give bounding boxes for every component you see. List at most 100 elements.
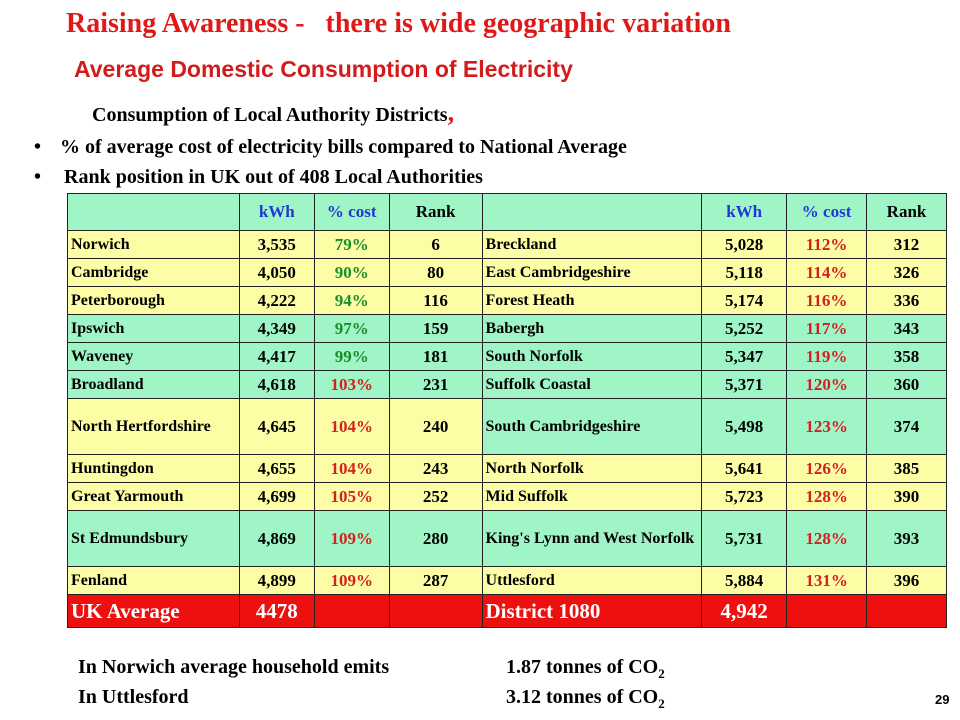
district-name: Suffolk Coastal [481,370,703,399]
bullet-item: • % of average cost of electricity bills … [34,136,627,159]
table-row: Cambridge 4,050 90% 80 East Cambridgeshi… [67,258,947,287]
header-blank [481,193,703,231]
rank-value: 181 [388,342,483,371]
kwh-value: 5,723 [701,482,788,511]
cost-value: 120% [786,370,868,399]
empty-cell [866,594,947,628]
header-rank: Rank [866,193,947,231]
cost-value: 114% [786,258,868,287]
cost-value: 117% [786,314,868,343]
district-name: Uttlesford [481,566,703,595]
average-row: UK Average 4478 District 1080 4,942 [67,594,947,628]
district-name: Waveney [67,342,240,371]
kwh-value: 4,899 [238,566,315,595]
cost-value: 109% [313,566,390,595]
uk-average-value: 4478 [238,594,315,628]
rank-value: 312 [866,230,947,259]
kwh-value: 4,349 [238,314,315,343]
intro-comma: , [447,98,455,127]
note-value: 3.12 tonnes of CO2 [506,686,665,712]
kwh-value: 4,050 [238,258,315,287]
rank-value: 287 [388,566,483,595]
kwh-value: 5,028 [701,230,788,259]
cost-value: 79% [313,230,390,259]
rank-value: 252 [388,482,483,511]
cost-value: 90% [313,258,390,287]
kwh-value: 4,417 [238,342,315,371]
district-name: Breckland [481,230,703,259]
kwh-value: 5,347 [701,342,788,371]
bullet-text: Rank position in UK out of 408 Local Aut… [64,166,483,188]
kwh-value: 5,118 [701,258,788,287]
district-name: Babergh [481,314,703,343]
district-name: North Hertfordshire [67,398,240,455]
kwh-value: 5,641 [701,454,788,483]
rank-value: 343 [866,314,947,343]
table-row: Broadland 4,618 103% 231 Suffolk Coastal… [67,370,947,399]
cost-value: 105% [313,482,390,511]
header-kwh: kWh [238,193,315,231]
cost-value: 94% [313,286,390,315]
rank-value: 280 [388,510,483,567]
kwh-value: 5,252 [701,314,788,343]
cost-value: 126% [786,454,868,483]
header-cost: % cost [313,193,390,231]
kwh-value: 5,498 [701,398,788,455]
intro-text: Consumption of Local Authority Districts… [92,98,454,128]
bullet-dot-icon: • [34,166,42,188]
cost-value: 131% [786,566,868,595]
district-name: St Edmundsbury [67,510,240,567]
empty-cell [786,594,868,628]
note-value-text: 1.87 tonnes of CO [506,656,659,678]
note-subscript: 2 [658,666,665,681]
rank-value: 336 [866,286,947,315]
table-row: Huntingdon 4,655 104% 243 North Norfolk … [67,454,947,483]
empty-cell [313,594,390,628]
bullet-text: % of average cost of electricity bills c… [60,136,627,158]
slide-subtitle: Average Domestic Consumption of Electric… [74,56,573,82]
district-name: Great Yarmouth [67,482,240,511]
district-average-value: 4,942 [701,594,788,628]
table-row: Great Yarmouth 4,699 105% 252 Mid Suffol… [67,482,947,511]
cost-value: 99% [313,342,390,371]
kwh-value: 4,655 [238,454,315,483]
district-name: Fenland [67,566,240,595]
table-row: Waveney 4,417 99% 181 South Norfolk 5,34… [67,342,947,371]
header-blank [67,193,240,231]
cost-value: 109% [313,510,390,567]
cost-value: 128% [786,510,868,567]
district-name: King's Lynn and West Norfolk [481,510,703,567]
uk-average-label: UK Average [67,594,240,628]
kwh-value: 4,869 [238,510,315,567]
district-name: Mid Suffolk [481,482,703,511]
rank-value: 396 [866,566,947,595]
district-name: North Norfolk [481,454,703,483]
district-name: Norwich [67,230,240,259]
table-row: St Edmundsbury 4,869 109% 280 King's Lyn… [67,510,947,567]
note-value: 1.87 tonnes of CO2 [506,656,665,682]
cost-value: 119% [786,342,868,371]
kwh-value: 5,371 [701,370,788,399]
district-name: South Cambridgeshire [481,398,703,455]
district-name: Ipswich [67,314,240,343]
table-row: North Hertfordshire 4,645 104% 240 South… [67,398,947,455]
header-rank: Rank [388,193,483,231]
note-subscript: 2 [658,696,665,711]
table-row: Norwich 3,535 79% 6 Breckland 5,028 112%… [67,230,947,259]
kwh-value: 4,645 [238,398,315,455]
cost-value: 104% [313,454,390,483]
rank-value: 80 [388,258,483,287]
header-cost: % cost [786,193,868,231]
rank-value: 358 [866,342,947,371]
district-name: Broadland [67,370,240,399]
rank-value: 6 [388,230,483,259]
district-average-label: District 1080 [481,594,703,628]
cost-value: 103% [313,370,390,399]
rank-value: 159 [388,314,483,343]
rank-value: 390 [866,482,947,511]
slide-title: Raising Awareness - there is wide geogra… [66,8,731,39]
bullet-dot-icon: • [34,136,42,158]
note-value-text: 3.12 tonnes of CO [506,686,659,708]
rank-value: 243 [388,454,483,483]
district-name: Cambridge [67,258,240,287]
